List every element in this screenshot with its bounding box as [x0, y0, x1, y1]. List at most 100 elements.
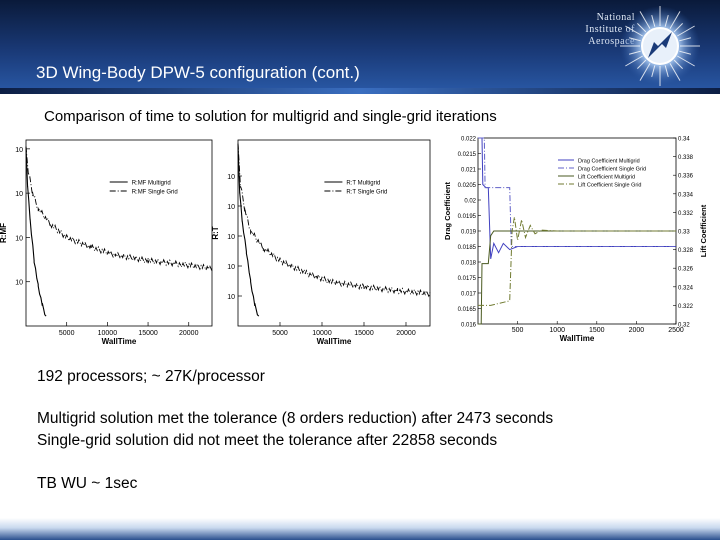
logo-ray	[673, 59, 683, 69]
y-tick-label: 0.02	[464, 199, 476, 205]
x-tick-label: 5000	[59, 330, 75, 337]
processor-info: 192 processors; ~ 27K/processor	[37, 368, 265, 385]
chart-caption: Comparison of time to solution for multi…	[44, 108, 497, 125]
series-line-1	[237, 143, 431, 298]
y-axis-label: Drag Coefficient	[443, 182, 452, 240]
series-line-3	[478, 217, 676, 306]
logo-ray	[677, 25, 695, 37]
y-tick-label: 0.0185	[458, 245, 477, 251]
y2-axis-label: Lift Coefficient	[699, 204, 708, 257]
y2-tick-label: 0.334	[678, 192, 694, 198]
legend-label-1: R:MF Single Grid	[132, 190, 178, 196]
slide-header	[0, 0, 720, 94]
legend-label-3: Lift Coefficient Single Grid	[578, 183, 642, 189]
y-tick-label: 10	[227, 204, 235, 211]
singlegrid-result: Single-grid solution did not meet the to…	[37, 432, 498, 449]
y-tick-label: 10	[227, 264, 235, 271]
slide-footer	[0, 518, 720, 540]
legend-label-0: R:MF Multigrid	[132, 181, 171, 187]
x-axis-label: WallTime	[102, 337, 137, 346]
chart-rt: 10 10 10 10 10 5000 10000 15000 20000 WallTime R:T…	[212, 139, 431, 346]
x-tick-label: 2000	[629, 327, 645, 334]
plot-frame	[25, 139, 213, 327]
logo-line-3: Aerospace	[588, 36, 635, 47]
logo-ray	[637, 23, 647, 33]
slide-title: 3D Wing-Body DPW-5 configuration (cont.)	[36, 63, 360, 82]
logo-ray	[669, 63, 681, 81]
series-line-1	[478, 137, 676, 247]
logo-ray	[639, 11, 651, 29]
logo-ray	[664, 65, 669, 78]
series-line-2	[478, 230, 676, 325]
logo-line-1: National	[596, 12, 635, 23]
chart-rmf: 10 10 10 10 5000 10000 15000 20000 WallTime R:MF R…	[0, 139, 213, 346]
y-tick-label: 10	[227, 174, 235, 181]
series-line-0	[237, 144, 260, 317]
logo-ray	[625, 25, 643, 37]
y-tick-label: 0.0215	[458, 152, 477, 158]
x-tick-label: 15000	[138, 330, 158, 337]
y2-tick-label: 0.328	[678, 248, 694, 254]
x-tick-label: 2500	[668, 327, 684, 334]
y2-tick-label: 0.326	[678, 267, 694, 273]
logo-ray	[628, 37, 641, 42]
x-axis-label: WallTime	[317, 337, 352, 346]
x-tick-label: 10000	[312, 330, 332, 337]
legend-label-0: Drag Coefficient Multigrid	[578, 159, 640, 165]
y-tick-label: 0.017	[461, 292, 477, 298]
series-line-0	[25, 147, 47, 317]
logo-ray	[625, 55, 643, 67]
y-tick-label: 0.021	[461, 168, 477, 174]
logo-ray	[639, 63, 651, 81]
y2-tick-label: 0.33	[678, 230, 690, 236]
y2-tick-label: 0.324	[678, 285, 694, 291]
y-tick-label: 10	[15, 235, 23, 242]
y2-tick-label: 0.34	[678, 137, 690, 143]
series-line-1	[25, 146, 213, 272]
y2-tick-label: 0.32	[678, 323, 690, 329]
multigrid-result: Multigrid solution met the tolerance (8 …	[37, 410, 554, 427]
legend-label-1: R:T Single Grid	[346, 190, 387, 196]
y2-tick-label: 0.332	[678, 211, 694, 217]
x-tick-label: 20000	[396, 330, 416, 337]
logo-ray	[677, 55, 695, 67]
y2-tick-label: 0.336	[678, 174, 694, 180]
logo-ray	[669, 11, 681, 29]
y-tick-label: 10	[15, 280, 23, 287]
y-axis-label: R:MF	[0, 223, 8, 243]
logo-ray	[673, 23, 683, 33]
x-tick-label: 1000	[549, 327, 565, 334]
y-tick-label: 0.0205	[458, 183, 477, 189]
legend-label-2: Lift Coefficient Multigrid	[578, 175, 635, 181]
y-tick-label: 10	[15, 191, 23, 198]
logo-ray	[664, 14, 669, 27]
logo-ray	[679, 50, 692, 55]
y-axis-label: R:T	[212, 226, 220, 239]
x-tick-label: 15000	[354, 330, 374, 337]
chart-coefficients: 0.016 0.0165 0.017 0.0175 0.018 0.0185 0.019 0.…	[443, 137, 708, 343]
y-tick-label: 0.019	[461, 230, 477, 236]
logo-ray	[651, 14, 656, 27]
x-axis-label: WallTime	[560, 334, 595, 342]
logo-ray	[628, 50, 641, 55]
x-tick-label: 5000	[272, 330, 288, 337]
y-tick-label: 0.018	[461, 261, 477, 267]
logo-ray	[651, 65, 656, 78]
y-tick-label: 10	[227, 294, 235, 301]
legend-label-1: Drag Coefficient Single Grid	[578, 167, 646, 173]
x-tick-label: 20000	[179, 330, 199, 337]
logo-ray	[637, 59, 647, 69]
y-tick-label: 0.0175	[458, 276, 477, 282]
plot-frame	[237, 139, 431, 327]
legend-label-0: R:T Multigrid	[346, 181, 380, 187]
y2-tick-label: 0.322	[678, 304, 694, 310]
y2-tick-label: 0.338	[678, 155, 694, 161]
logo-line-2: Institute of	[585, 24, 635, 35]
wu-note: TB WU ~ 1sec	[37, 475, 138, 492]
y-tick-label: 0.016	[461, 323, 477, 329]
y-tick-label: 0.0165	[458, 307, 477, 313]
y-tick-label: 10	[15, 147, 23, 154]
compass-star-icon	[620, 6, 700, 86]
logo-ray	[679, 37, 692, 42]
x-tick-label: 1500	[589, 327, 605, 334]
